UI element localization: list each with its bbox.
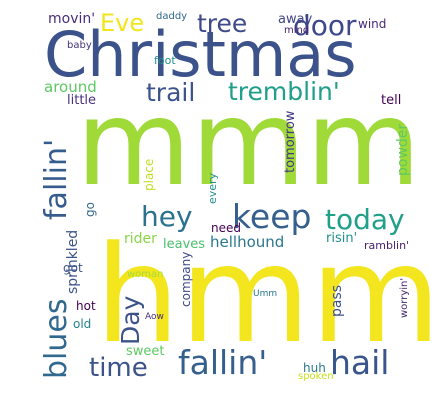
cloud-word-trail: trail: [146, 78, 196, 107]
cloud-word-mmm: mmm: [76, 74, 421, 212]
cloud-word-movin: movin': [48, 11, 96, 27]
cloud-word-spoken: spoken: [298, 371, 334, 382]
cloud-word-away: away: [278, 12, 313, 27]
cloud-word-got: got: [63, 261, 83, 275]
cloud-word-worryin: worryin': [399, 277, 410, 318]
cloud-word-door: door: [293, 9, 357, 42]
cloud-word-tree: tree: [197, 9, 248, 38]
cloud-word-hellhound: hellhound: [210, 233, 285, 251]
cloud-word-hmm: hmm: [95, 217, 439, 373]
cloud-word-foot: foot: [154, 54, 176, 67]
cloud-word-pass: pass: [329, 284, 345, 317]
cloud-word-fallin: fallin': [178, 343, 268, 382]
cloud-word-day: Day: [116, 295, 145, 345]
cloud-word-time: time: [89, 353, 148, 383]
cloud-word-eve: Eve: [100, 9, 145, 37]
cloud-word-powder: powder: [395, 123, 411, 176]
cloud-word-go: go: [83, 202, 97, 217]
cloud-word-today: today: [325, 203, 405, 236]
cloud-word-tell: tell: [381, 93, 402, 108]
cloud-word-tremblin: tremblin': [228, 77, 340, 106]
cloud-word-old: old: [73, 317, 92, 331]
cloud-word-risin: risin': [326, 231, 358, 246]
cloud-word-tomorrow: tomorrow: [283, 110, 298, 173]
cloud-word-daddy: daddy: [156, 11, 188, 22]
cloud-word-wind: wind: [358, 17, 387, 31]
cloud-word-fallin-vertical: fallin': [39, 138, 74, 220]
cloud-word-blues: blues: [39, 298, 74, 379]
cloud-word-hot: hot: [76, 299, 96, 313]
cloud-word-keep: keep: [232, 197, 312, 236]
cloud-word-every: every: [206, 172, 219, 204]
cloud-word-little: little: [67, 93, 97, 108]
cloud-word-christmas: Christmas: [44, 18, 357, 91]
cloud-word-mind: mind: [284, 25, 310, 36]
cloud-word-around: around: [44, 78, 97, 96]
cloud-word-sweet: sweet: [126, 344, 165, 359]
cloud-word-rider: rider: [124, 231, 157, 247]
cloud-word-company: company: [179, 251, 193, 307]
cloud-word-need: need: [211, 221, 241, 235]
cloud-word-ramblin: ramblin': [364, 239, 410, 252]
cloud-word-aow: Aow: [145, 312, 164, 322]
cloud-word-leaves: leaves: [163, 237, 206, 252]
cloud-word-woman: woman: [127, 269, 164, 280]
cloud-word-baby: baby: [67, 40, 92, 51]
cloud-word-hail: hail: [330, 343, 390, 382]
cloud-word-place: place: [142, 158, 156, 191]
cloud-word-umm: Umm: [253, 289, 278, 299]
cloud-word-hey: hey: [141, 200, 193, 233]
cloud-word-huh: huh: [303, 361, 326, 375]
